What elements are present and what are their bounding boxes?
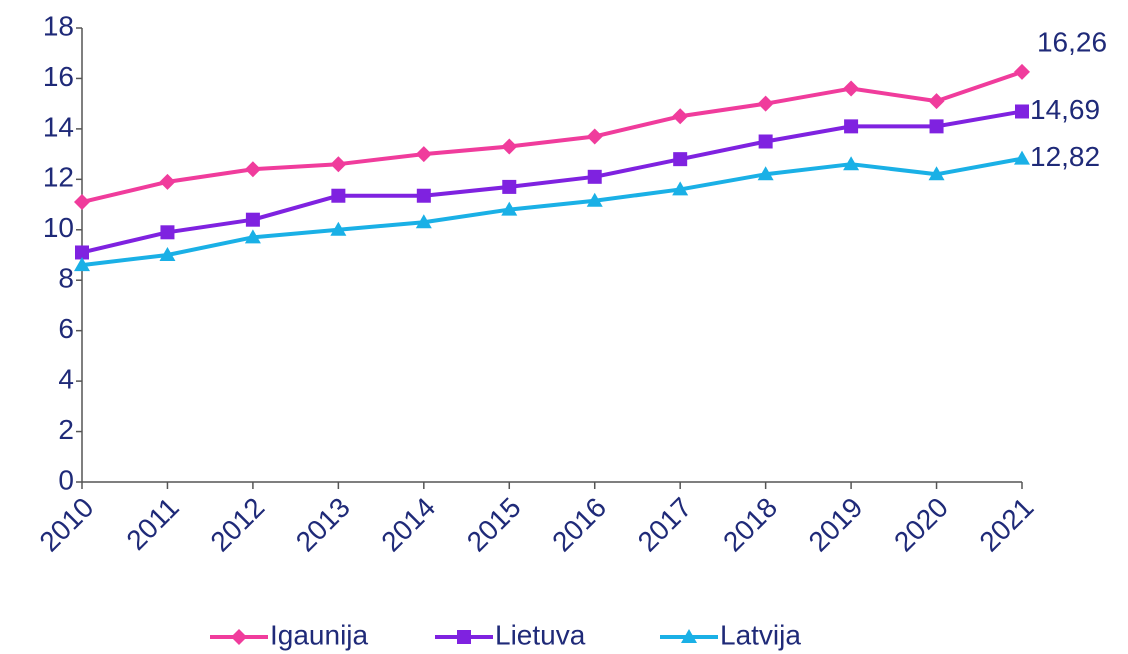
legend-marker	[231, 629, 247, 645]
value-label: 12,82	[1030, 141, 1100, 172]
data-point	[757, 95, 774, 112]
value-label: 16,26	[1037, 26, 1107, 57]
data-point	[159, 173, 176, 190]
legend-label: Latvija	[720, 619, 801, 650]
x-tick-label: 2020	[888, 492, 954, 558]
data-point	[672, 108, 689, 125]
series-line	[81, 109, 1023, 255]
x-tick-label: 2016	[546, 492, 612, 558]
data-point	[501, 201, 518, 216]
legend-label: Lietuva	[495, 619, 586, 650]
legend-label: Igaunija	[270, 619, 369, 650]
data-point	[1014, 63, 1030, 80]
x-tick-label: 2019	[803, 492, 869, 558]
x-tick-label: 2021	[973, 492, 1039, 558]
x-tick-label: 2018	[717, 492, 783, 558]
data-point	[1015, 104, 1029, 119]
y-tick-label: 8	[58, 263, 74, 294]
series-line	[81, 156, 1023, 268]
y-tick-label: 4	[58, 364, 74, 395]
x-tick-label: 2015	[461, 492, 527, 558]
y-tick-label: 0	[58, 464, 74, 495]
value-label: 14,69	[1030, 94, 1100, 125]
data-point	[844, 119, 859, 134]
data-point	[928, 93, 945, 110]
data-point	[672, 181, 689, 196]
data-point	[758, 134, 773, 149]
y-tick-label: 10	[43, 212, 74, 243]
data-point	[843, 156, 860, 171]
data-point	[757, 166, 774, 181]
x-tick-label: 2012	[204, 492, 270, 558]
x-tick-label: 2017	[632, 492, 698, 558]
data-point	[159, 247, 176, 261]
data-point	[244, 229, 261, 244]
x-tick-label: 2011	[120, 492, 185, 557]
data-point	[928, 166, 945, 181]
data-point	[673, 152, 688, 167]
data-point	[586, 192, 603, 207]
data-point	[502, 179, 517, 194]
data-point	[415, 214, 432, 229]
data-point	[245, 212, 260, 227]
data-point	[929, 119, 944, 134]
data-point	[416, 188, 431, 203]
x-tick-label: 2013	[290, 492, 356, 558]
data-point	[330, 156, 347, 173]
y-tick-label: 18	[43, 10, 74, 41]
data-point	[843, 80, 860, 97]
y-tick-label: 14	[43, 111, 74, 142]
data-point	[74, 257, 90, 272]
y-tick-label: 16	[43, 61, 74, 92]
data-point	[501, 138, 518, 155]
data-point	[331, 188, 346, 203]
x-tick-label: 2010	[33, 492, 99, 558]
y-tick-label: 6	[58, 313, 74, 344]
data-point	[244, 161, 261, 178]
data-point	[586, 128, 603, 145]
data-point	[160, 225, 175, 240]
data-point	[1014, 150, 1030, 165]
data-point	[330, 221, 347, 236]
data-point	[587, 169, 602, 184]
data-point	[75, 245, 89, 260]
data-point	[74, 194, 90, 211]
data-point	[415, 146, 432, 163]
legend-marker	[681, 629, 697, 643]
x-tick-label: 2014	[375, 492, 441, 558]
legend-marker	[457, 630, 471, 644]
y-tick-label: 12	[43, 162, 74, 193]
series-line	[81, 69, 1023, 204]
y-tick-label: 2	[58, 414, 74, 445]
